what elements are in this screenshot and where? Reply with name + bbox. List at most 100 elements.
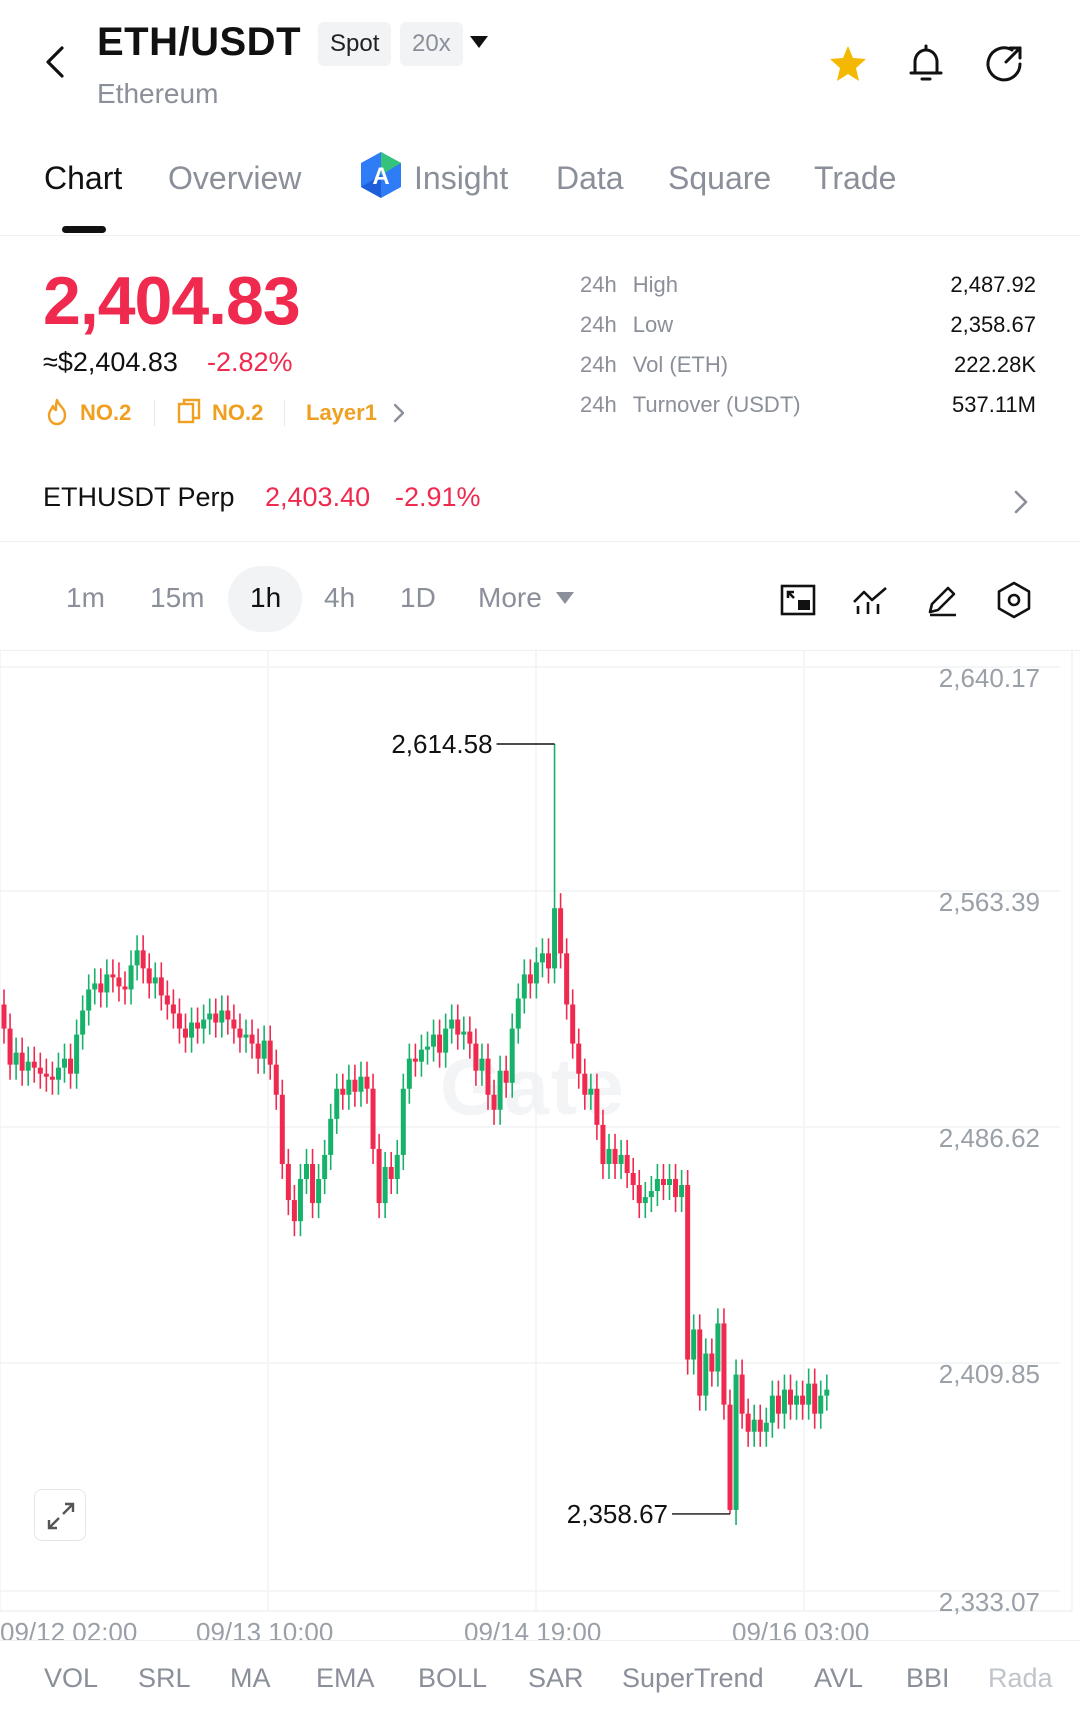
stat-label-vol: 24h Vol (ETH) — [580, 352, 729, 377]
candle-body — [618, 1154, 624, 1164]
candle-body — [636, 1185, 642, 1204]
indicator-icon[interactable] — [850, 580, 890, 620]
back-arrow-icon[interactable] — [40, 42, 72, 82]
candle-body — [812, 1383, 818, 1414]
candle-body — [213, 1013, 219, 1023]
more-dropdown-icon[interactable] — [556, 592, 574, 604]
candle-body — [679, 1185, 685, 1198]
candle-body — [788, 1389, 793, 1405]
candlestick-chart[interactable]: Gate 2,640.17 2,563.39 2,486.62 2,409.85 2,3… — [0, 650, 1080, 1641]
candle-body — [37, 1067, 43, 1074]
candle-body — [297, 1179, 303, 1222]
y-axis-label: 2,563.39 — [939, 887, 1040, 917]
indicator-ma[interactable]: MA — [230, 1663, 271, 1693]
tab-chart[interactable]: Chart — [44, 160, 123, 196]
y-axis-label: 2,486.62 — [939, 1123, 1040, 1153]
candle-body — [412, 1058, 418, 1062]
tab-overview[interactable]: Overview — [168, 160, 302, 196]
picture-in-picture-icon[interactable] — [778, 580, 818, 620]
candle-body — [588, 1088, 594, 1095]
market-cap-icon — [177, 398, 201, 424]
candle-body — [709, 1353, 715, 1372]
last-price: 2,404.83 — [43, 263, 301, 339]
candle-body — [68, 1058, 74, 1074]
interval-15m[interactable]: 15m — [150, 582, 205, 613]
candle-body — [25, 1061, 31, 1071]
leverage-badge[interactable]: 20x — [400, 22, 463, 66]
share-icon[interactable] — [982, 42, 1026, 86]
interval-1d[interactable]: 1D — [400, 582, 436, 613]
candle-body — [727, 1404, 733, 1510]
indicator-radar[interactable]: Rada — [988, 1663, 1053, 1693]
perp-row[interactable]: ETHUSDT Perp 2,403.40 -2.91% — [0, 470, 1080, 542]
candle-body — [55, 1067, 61, 1080]
candle-body — [243, 1034, 249, 1038]
spot-badge: Spot — [318, 22, 392, 66]
candle-body — [473, 1043, 479, 1071]
pair-title[interactable]: ETH/USDT — [97, 20, 301, 64]
interval-more[interactable]: More — [478, 582, 542, 613]
candle-body — [527, 974, 533, 984]
candle-body — [781, 1389, 787, 1414]
tab-square[interactable]: Square — [668, 160, 772, 196]
candle-body — [552, 908, 558, 969]
candle-body — [49, 1076, 55, 1080]
rank-hot[interactable]: NO.2 — [80, 400, 132, 425]
candle-body — [570, 1004, 576, 1044]
interval-1m[interactable]: 1m — [66, 582, 105, 613]
indicator-boll[interactable]: BOLL — [418, 1663, 488, 1693]
candle-body — [594, 1088, 600, 1125]
pair-dropdown-icon[interactable] — [470, 36, 488, 48]
candle-body — [660, 1179, 666, 1186]
tab-data[interactable]: Data — [556, 160, 624, 196]
candle-body — [13, 1052, 19, 1065]
candle-body — [479, 1058, 485, 1071]
fullscreen-button[interactable] — [34, 1489, 86, 1541]
x-axis-label: 09/13 10:00 — [196, 1617, 333, 1641]
candle-body — [654, 1179, 660, 1192]
indicator-ema[interactable]: EMA — [316, 1663, 375, 1693]
stat-value-low: 2,358.67 — [950, 312, 1036, 337]
bell-icon[interactable] — [904, 42, 948, 86]
candle-body — [533, 962, 539, 984]
interval-bar: 1m 15m 1h 4h 1D More — [0, 560, 1080, 646]
candle-body — [497, 1070, 503, 1110]
chevron-right-icon[interactable] — [1012, 488, 1030, 516]
candle-body — [576, 1043, 582, 1074]
active-tab-indicator — [62, 226, 106, 233]
indicator-sar[interactable]: SAR — [528, 1663, 584, 1693]
candle-body — [267, 1040, 273, 1065]
candle-body — [158, 977, 164, 996]
candle-body — [352, 1079, 358, 1092]
candle-body — [418, 1049, 424, 1062]
tab-trade[interactable]: Trade — [814, 160, 897, 196]
indicator-srl[interactable]: SRL — [138, 1663, 191, 1693]
stat-label-low: 24h Low — [580, 312, 674, 337]
candle-body — [824, 1389, 830, 1396]
candle-body — [503, 1070, 509, 1083]
chevron-right-icon[interactable] — [392, 402, 406, 424]
tab-insight[interactable]: Insight — [414, 160, 509, 196]
indicator-supertrend[interactable]: SuperTrend — [622, 1663, 764, 1693]
settings-icon[interactable] — [994, 580, 1034, 620]
favorite-star-icon[interactable] — [826, 42, 870, 86]
indicator-bbi[interactable]: BBI — [906, 1663, 950, 1693]
category-layer1[interactable]: Layer1 — [306, 400, 377, 425]
interval-1h[interactable]: 1h — [250, 582, 282, 613]
candle-body — [757, 1419, 763, 1432]
low-price-label: 2,358.67 — [567, 1499, 668, 1529]
candle-body — [358, 1076, 364, 1092]
candle-body — [582, 1073, 588, 1095]
indicator-avl[interactable]: AVL — [814, 1663, 864, 1693]
candle-body — [751, 1419, 757, 1432]
indicator-vol[interactable]: VOL — [44, 1663, 99, 1693]
rank-market-cap[interactable]: NO.2 — [212, 400, 264, 425]
divider — [154, 400, 155, 426]
candle-body — [134, 950, 140, 966]
candle-body — [189, 1022, 195, 1038]
y-axis-label: 2,640.17 — [939, 663, 1040, 693]
draw-pencil-icon[interactable] — [922, 580, 962, 620]
candle-body — [19, 1052, 25, 1071]
candle-body — [328, 1118, 334, 1155]
interval-4h[interactable]: 4h — [324, 582, 356, 613]
